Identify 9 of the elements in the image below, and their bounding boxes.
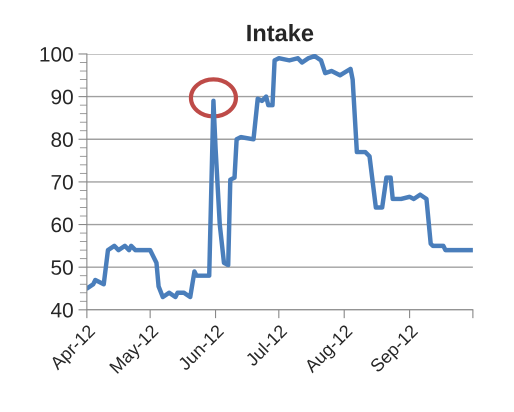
y-tick-label: 40 xyxy=(50,302,73,318)
y-tick-label: 80 xyxy=(51,132,73,148)
y-tick-label: 70 xyxy=(52,174,73,190)
y-tick-label: 50 xyxy=(51,260,73,275)
y-tick-label: 90 xyxy=(51,90,73,104)
y-tick-label: 100 xyxy=(40,46,73,62)
chart-title: Intake xyxy=(247,24,314,42)
line-series xyxy=(86,54,473,300)
y-tick-label: 60 xyxy=(52,218,73,232)
